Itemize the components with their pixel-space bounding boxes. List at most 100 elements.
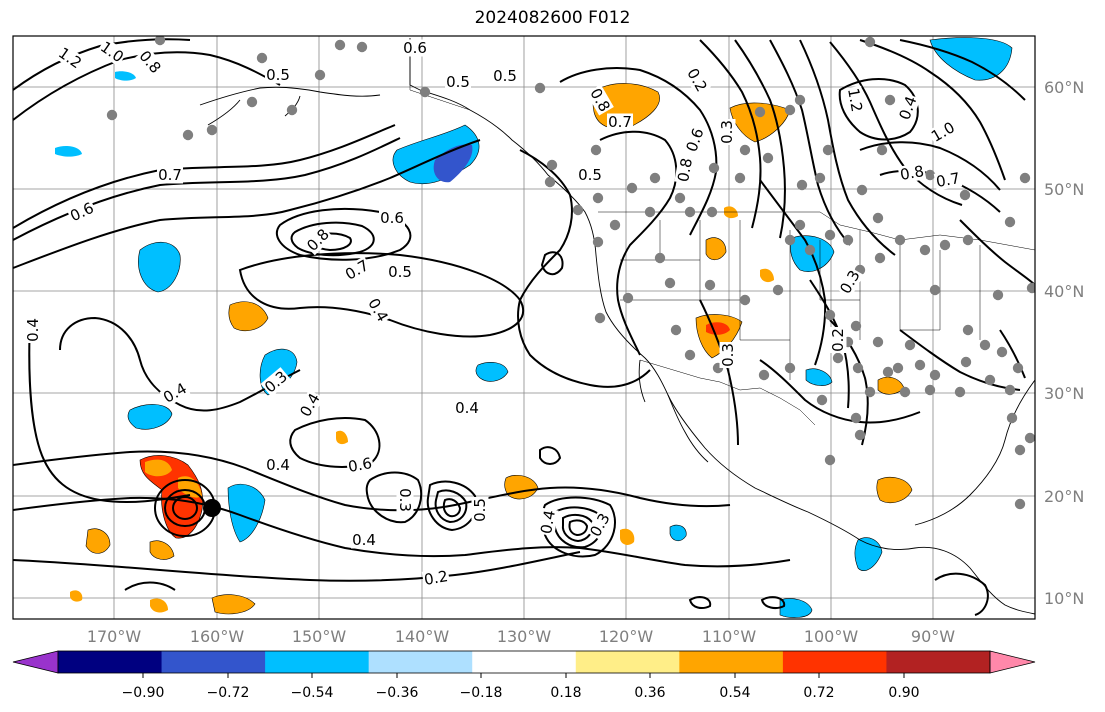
station-marker <box>850 412 862 424</box>
station-marker <box>314 69 326 81</box>
contour-label-text: 0.5 <box>471 498 489 522</box>
contour-label-background <box>379 209 405 227</box>
station-marker <box>960 356 972 368</box>
contour-label: 0.5 <box>492 67 518 85</box>
colorbar-tick-label: 0.90 <box>888 685 919 701</box>
station-marker <box>856 184 868 196</box>
longitude-label: 90°W <box>911 627 955 646</box>
station-marker <box>684 349 696 361</box>
contour-label-text: 0.4 <box>352 531 376 549</box>
station-marker <box>1014 498 1026 510</box>
station-marker <box>622 292 634 304</box>
contour-label-background <box>836 266 864 298</box>
contour-label-background <box>296 389 324 421</box>
station-marker <box>592 236 604 248</box>
station-marker <box>206 124 218 136</box>
station-marker <box>246 96 258 108</box>
contour-label: 0.5 <box>577 166 603 184</box>
contour-label-background <box>157 166 183 184</box>
contour-label-background <box>537 507 559 537</box>
contour-label-text: 0.8 <box>899 162 926 184</box>
contour-label-background <box>454 399 480 417</box>
station-marker <box>882 366 894 378</box>
station-marker <box>804 244 816 256</box>
contour-label-background <box>159 379 191 407</box>
contour-label: 0.4 <box>24 317 42 343</box>
contour-label: 0.6 <box>379 209 405 227</box>
station-marker <box>924 384 936 396</box>
station-marker <box>874 252 886 264</box>
station-marker <box>979 339 991 351</box>
contour-label: 0.4 <box>537 507 559 537</box>
station-marker <box>842 234 854 246</box>
contour-label-background <box>341 256 373 284</box>
contour-label: 0.8 <box>897 162 927 184</box>
station-marker <box>824 229 836 241</box>
station-marker <box>356 41 368 53</box>
map-title: 2024082600 F012 <box>474 8 631 28</box>
colorbar-segment <box>679 651 784 673</box>
station-marker <box>626 182 638 194</box>
station-marker <box>832 352 844 364</box>
colorbar-segment <box>161 651 266 673</box>
station-marker <box>334 39 346 51</box>
contour-label: 0.2 <box>829 327 847 353</box>
colorbar-tick-label: −0.90 <box>122 685 165 701</box>
contour-label-text: 0.5 <box>446 73 470 91</box>
station-marker <box>852 362 864 374</box>
contour-label-background <box>402 39 428 57</box>
station-marker <box>154 36 166 46</box>
contour-label-text: 0.2 <box>423 567 450 589</box>
contour-label-background <box>96 37 128 67</box>
contour-label-background <box>577 166 603 184</box>
station-marker <box>286 104 298 116</box>
station-marker <box>904 339 916 351</box>
contour-label-text: 0.4 <box>24 318 42 342</box>
contour-label-background <box>54 43 86 73</box>
contour-label: 0.5 <box>387 263 413 281</box>
station-marker <box>959 189 971 201</box>
contour-label: 0.7 <box>607 113 633 131</box>
contour-label-background <box>586 509 614 541</box>
station-marker <box>794 219 806 231</box>
colorbar-tick-label: 0.18 <box>550 685 581 701</box>
station-marker <box>758 369 770 381</box>
colorbar-segment <box>886 651 991 673</box>
contour-label-background <box>387 263 413 281</box>
contour-label-background <box>445 73 471 91</box>
station-marker <box>754 106 766 118</box>
contour-label: 0.3 <box>396 487 414 513</box>
station-marker <box>814 172 826 184</box>
contour-label-background <box>24 317 42 343</box>
colorbar-tick-label: 0.54 <box>719 685 750 701</box>
contour-label-text: 0.7 <box>935 169 962 191</box>
station-marker <box>929 284 941 296</box>
station-marker <box>784 362 796 374</box>
station-marker <box>739 144 751 156</box>
latitude-label: 40°N <box>1044 282 1084 301</box>
station-marker <box>962 324 974 336</box>
contour-label-text: 0.7 <box>608 113 632 131</box>
contour-label-background <box>933 169 963 191</box>
contour-lines <box>13 38 1035 616</box>
contour-label-text: 0.4 <box>266 456 290 474</box>
contour-label-background <box>351 531 377 549</box>
contour-label: 0.3 <box>718 119 736 145</box>
colorbar-tick-label: −0.18 <box>460 685 503 701</box>
colorbar-tick-label: −0.36 <box>376 685 419 701</box>
contour-label-background <box>829 327 847 353</box>
station-marker <box>929 369 941 381</box>
contour-label-text: 1.2 <box>844 87 866 114</box>
station-marker <box>592 192 604 204</box>
station-marker <box>1014 444 1026 456</box>
contour-label: 0.7 <box>933 169 963 191</box>
contour-label-background <box>492 67 518 85</box>
longitude-labels: 170°W 160°W 150°W 140°W 130°W 120°W 110°W 100°W… <box>87 627 955 646</box>
colorbar-segment <box>265 651 370 673</box>
contour-label-text: 0.3 <box>719 343 737 367</box>
colorbar-segment <box>782 651 887 673</box>
colorbar-tick-label: −0.54 <box>291 685 334 701</box>
contour-label-background <box>927 118 959 146</box>
colorbar-tick-label: −0.72 <box>207 685 250 701</box>
political-borders <box>409 40 1035 426</box>
